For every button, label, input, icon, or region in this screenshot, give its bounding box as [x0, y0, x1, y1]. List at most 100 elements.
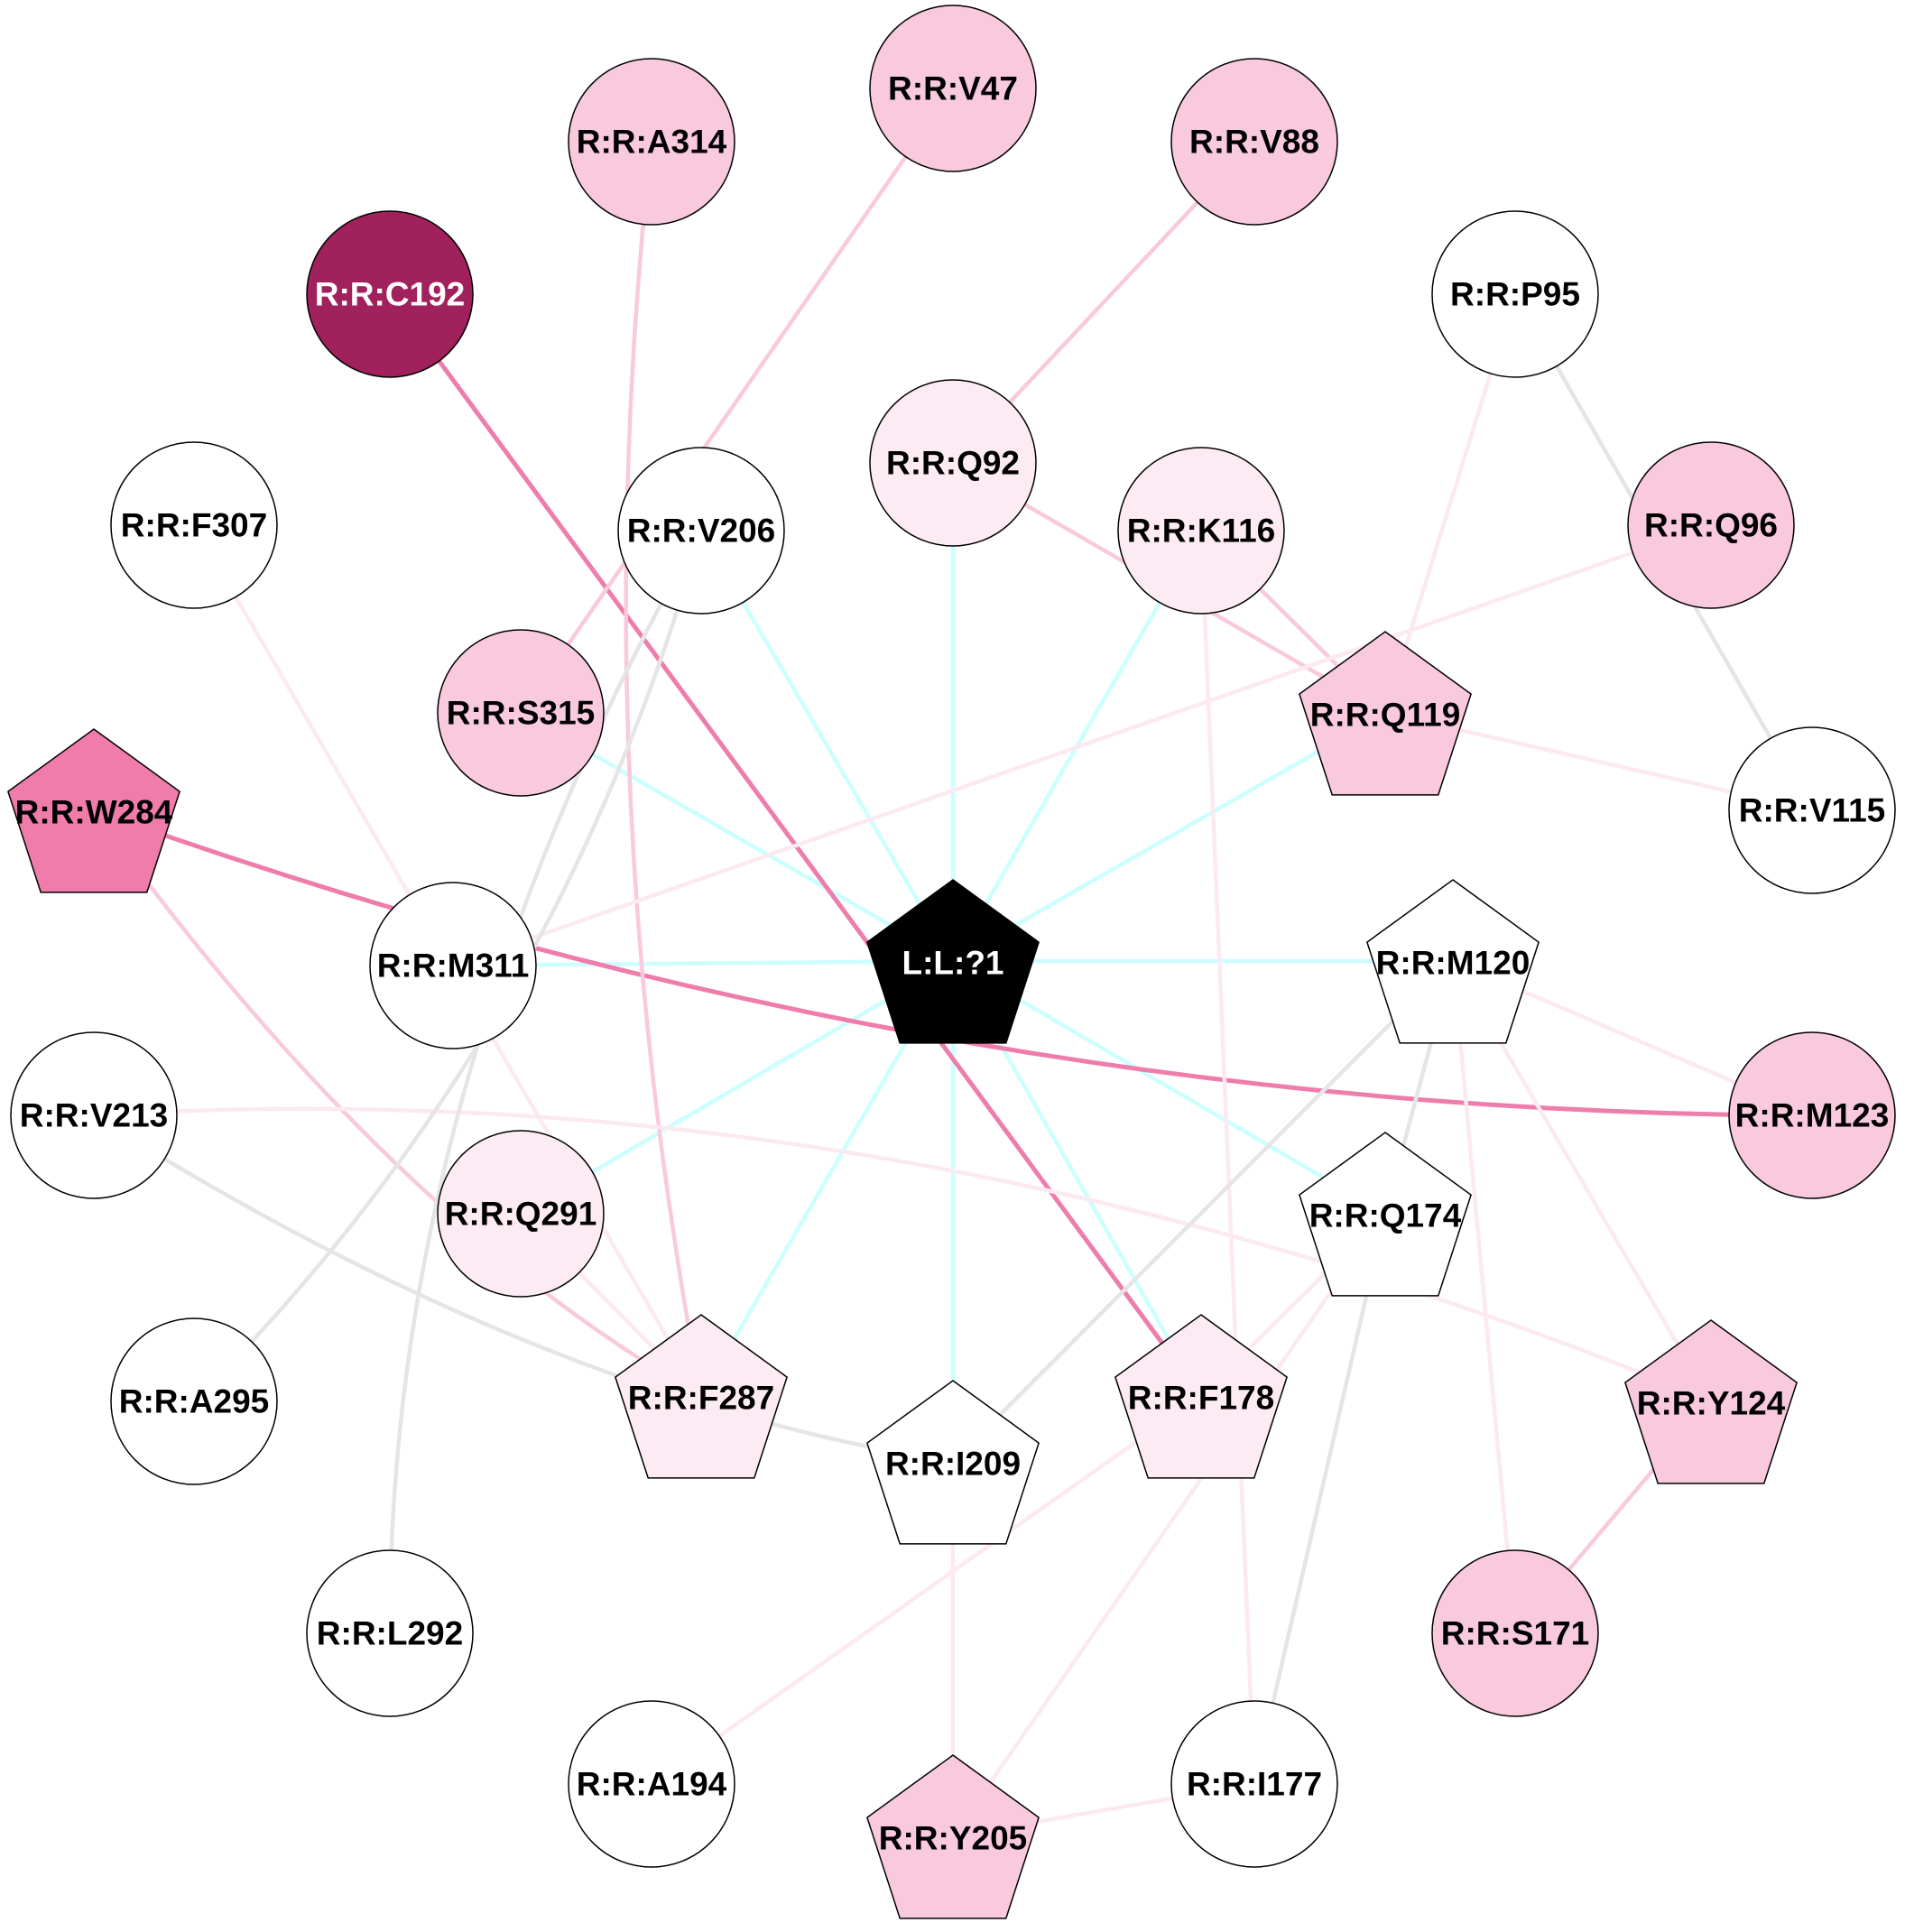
node-pentagon [1366, 879, 1540, 1044]
node-R:R:F178: R:R:F178 [1114, 1314, 1288, 1479]
node-label: R:R:Y124 [1637, 1385, 1786, 1422]
node-R:R:Q174: R:R:Q174 [1299, 1132, 1472, 1297]
edge-R:R:V47-R:R:S315 [519, 87, 955, 715]
node-label: R:R:Y205 [879, 1820, 1028, 1857]
edge-R:R:W284-R:R:F287 [92, 809, 703, 1398]
node-R:R:M311: R:R:M311 [369, 882, 537, 1049]
node-pentagon [1114, 1314, 1288, 1479]
edge-R:R:K116-R:R:I177 [1198, 530, 1257, 1785]
node-R:R:V115: R:R:V115 [1728, 726, 1896, 894]
node-label: R:R:F178 [1128, 1380, 1274, 1417]
node-circle [1431, 210, 1599, 378]
node-pentagon [1299, 631, 1472, 796]
edge-R:R:M120-R:R:I209 [951, 959, 1455, 1464]
node-label: L:L:?1 [902, 945, 1003, 982]
node-label: R:R:W284 [15, 794, 173, 831]
node-R:R:Q92: R:R:Q92 [869, 379, 1037, 547]
node-label: R:R:Q96 [1644, 507, 1778, 544]
node-pentagon [866, 1380, 1040, 1545]
node-pentagon [1299, 1132, 1472, 1297]
node-R:R:A194: R:R:A194 [568, 1700, 735, 1868]
node-label: R:R:Q291 [445, 1196, 597, 1233]
edge-R:R:Q96-R:R:M311 [452, 522, 1712, 968]
node-pentagon [1624, 1319, 1798, 1484]
node-R:R:F287: R:R:F287 [615, 1314, 788, 1479]
node-circle [568, 1700, 735, 1868]
node-circle [306, 1549, 474, 1717]
node-label: R:R:V206 [627, 513, 776, 550]
node-R:R:S171: R:R:S171 [1431, 1549, 1599, 1717]
node-circle [110, 441, 278, 609]
node-R:R:Q291: R:R:Q291 [437, 1130, 605, 1298]
node-pentagon [866, 1754, 1040, 1919]
node-R:R:L292: R:R:L292 [306, 1549, 474, 1717]
node-R:R:Y205: R:R:Y205 [866, 1754, 1040, 1919]
edge-R:R:A314-R:R:F287 [624, 141, 704, 1397]
node-R:R:F307: R:R:F307 [110, 441, 278, 609]
edge-R:R:V213-R:R:Y124 [93, 1106, 1712, 1404]
node-label: R:R:Q174 [1309, 1197, 1462, 1234]
node-pentagon [7, 728, 180, 893]
edge-R:R:Q174-R:R:Y205 [951, 1212, 1387, 1838]
node-label: R:R:M311 [377, 948, 530, 984]
node-circle [437, 629, 605, 797]
node-circle [869, 379, 1037, 547]
edge-L:L:?1-R:R:Q119 [951, 711, 1387, 963]
node-label: R:R:P95 [1450, 276, 1580, 313]
nodes-layer: L:L:?1 R:R:V47 R:R:A314 R:R:V88 R:R:C192 R:R:… [7, 5, 1896, 1919]
node-circle [1431, 1549, 1599, 1717]
edge-R:R:V206-R:R:L292 [387, 529, 703, 1634]
node-R:R:A295: R:R:A295 [110, 1317, 278, 1485]
node-R:R:V88: R:R:V88 [1170, 58, 1338, 226]
node-label: R:R:V47 [888, 70, 1018, 107]
node-circle [306, 210, 474, 378]
node-label: R:R:M123 [1735, 1097, 1890, 1134]
node-label: R:R:I177 [1187, 1766, 1322, 1803]
edge-R:R:M120-R:R:S171 [1450, 960, 1518, 1634]
node-label: R:R:C192 [315, 276, 466, 313]
node-R:R:Q119: R:R:Q119 [1299, 631, 1472, 796]
node-circle [1170, 1700, 1338, 1868]
node-L:L:?1: L:L:?1 [866, 879, 1040, 1044]
edge-R:R:F178-R:R:A194 [650, 1394, 1203, 1786]
node-R:R:S315: R:R:S315 [437, 629, 605, 797]
node-label: R:R:S171 [1441, 1615, 1590, 1652]
node-circle [568, 58, 735, 226]
node-label: R:R:M120 [1376, 945, 1530, 982]
node-circle [1170, 58, 1338, 226]
node-R:R:A314: R:R:A314 [568, 58, 735, 226]
edge-L:L:?1-R:R:Q174 [951, 959, 1387, 1216]
node-label: R:R:V88 [1189, 124, 1319, 161]
node-circle [617, 447, 785, 615]
node-R:R:Q96: R:R:Q96 [1627, 441, 1795, 609]
node-circle [437, 1130, 605, 1298]
node-R:R:I177: R:R:I177 [1170, 1700, 1338, 1868]
node-label: R:R:A314 [577, 124, 727, 161]
node-R:R:V47: R:R:V47 [869, 5, 1037, 172]
node-circle [1728, 1031, 1896, 1199]
node-label: R:R:L292 [317, 1615, 463, 1652]
node-label: R:R:A295 [119, 1383, 270, 1420]
node-R:R:K116: R:R:K116 [1117, 447, 1285, 615]
node-pentagon [615, 1314, 788, 1479]
node-label: R:R:A194 [577, 1766, 727, 1803]
node-R:R:P95: R:R:P95 [1431, 210, 1599, 378]
node-R:R:W284: R:R:W284 [7, 728, 180, 893]
node-label: R:R:F307 [121, 507, 267, 544]
node-circle [1627, 441, 1795, 609]
node-R:R:M120: R:R:M120 [1366, 879, 1540, 1044]
edge-R:R:V213-R:R:I209 [92, 1114, 954, 1465]
node-label: R:R:F287 [628, 1380, 774, 1417]
node-circle [10, 1031, 178, 1199]
node-circle [1728, 726, 1896, 894]
node-label: R:R:V115 [1739, 792, 1885, 829]
node-R:R:V206: R:R:V206 [617, 447, 785, 615]
node-label: R:R:I209 [885, 1446, 1021, 1483]
node-label: R:R:V213 [20, 1097, 169, 1134]
node-label: R:R:S315 [447, 695, 596, 732]
node-R:R:M123: R:R:M123 [1728, 1031, 1896, 1199]
node-R:R:Y124: R:R:Y124 [1624, 1319, 1798, 1484]
node-label: R:R:Q92 [886, 445, 1020, 482]
node-R:R:V213: R:R:V213 [10, 1031, 178, 1199]
